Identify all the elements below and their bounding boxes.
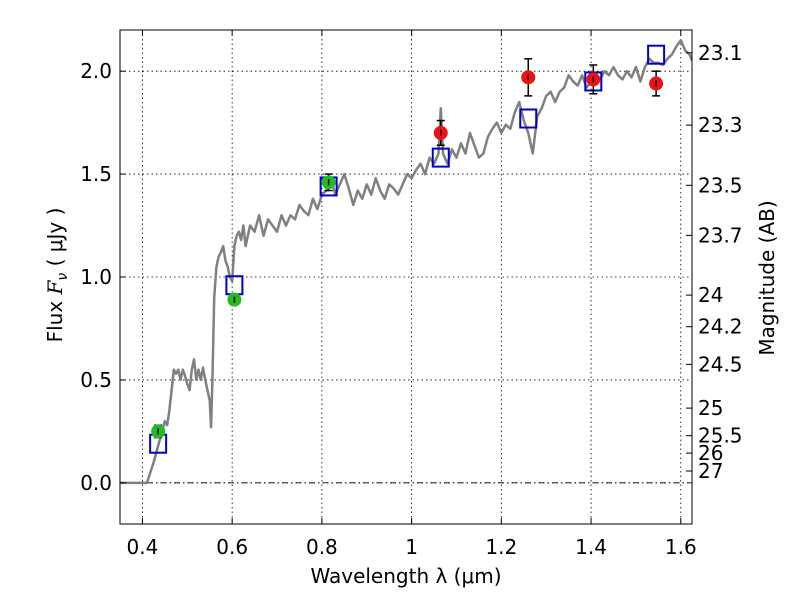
y2-tick-label: 27 [698,459,723,483]
y-tick-label: 1.0 [80,265,112,289]
series-layer [120,39,692,485]
model-sed-line [120,39,692,485]
y-axis-label-var: F [43,279,67,295]
model-band-square [431,147,450,168]
y2-tick-label: 24.5 [698,352,743,376]
y-axis-label-sub: ν [55,273,71,281]
y2-tick-label: 24 [698,283,723,307]
y2-tick-label: 23.1 [698,41,743,65]
y2-tick-label: 26 [698,441,723,465]
x-tick-label: 1 [405,535,418,559]
y-axis-label-prefix: Flux [43,294,67,342]
y2-tick-label: 25.5 [698,424,743,448]
y-axis-label: Flux Fν ( μJy ) [43,208,71,343]
x-tick-label: 0.6 [216,535,248,559]
y-axis-label-suffix: ( μJy ) [43,208,67,273]
y2-tick-label: 23.5 [698,173,743,197]
y2-tick-label: 23.3 [698,113,743,137]
x-tick-label: 1.2 [485,535,517,559]
y-tick-label: 2.0 [80,59,112,83]
y-tick-label: 1.5 [80,162,112,186]
x-tick-label: 1.4 [575,535,607,559]
x-tick-label: 1.6 [665,535,697,559]
ticks: 0.4 0.6 0.8 1 1.2 1.4 1.6 0.0 0.5 1.0 1.5 2.0 23.1 23… [80,30,743,559]
y-tick-label: 0.0 [80,471,112,495]
y2-axis-label: Magnitude (AB) [755,200,779,355]
model-band-square [519,108,538,129]
x-tick-label: 0.8 [306,535,338,559]
model-band-square [647,44,666,65]
y-tick-label: 0.5 [80,368,112,392]
y2-tick-label: 24.2 [698,315,743,339]
y2-tick-label: 23.7 [698,223,743,247]
x-axis-label: Wavelength λ (μm) [310,564,501,588]
y2-tick-label: 25 [698,396,723,420]
x-tick-label: 0.4 [127,535,159,559]
